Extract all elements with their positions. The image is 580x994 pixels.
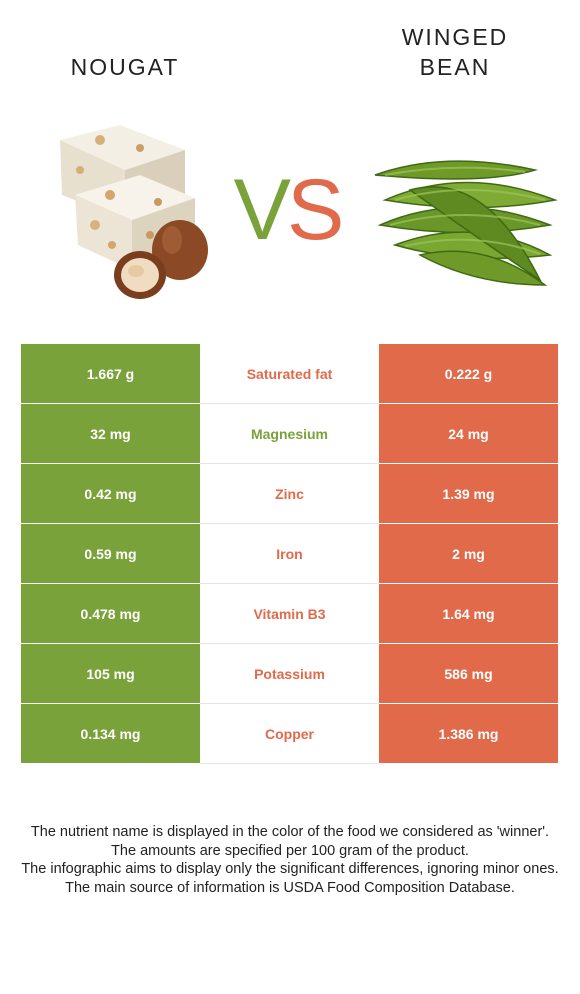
comparison-table: 1.667 g Saturated fat 0.222 g 32 mg Magnesiu…: [21, 344, 558, 764]
vs-s: S: [287, 162, 344, 258]
right-food-title-line1: WINGED: [401, 24, 509, 50]
nutrient-name: Copper: [200, 704, 379, 764]
right-value: 24 mg: [379, 404, 558, 464]
right-value: 2 mg: [379, 524, 558, 584]
table-row: 0.134 mg Copper 1.386 mg: [21, 704, 558, 764]
nougat-image: [60, 125, 208, 299]
left-value: 0.478 mg: [21, 584, 200, 644]
footer-line-3: The infographic aims to display only the…: [21, 861, 559, 877]
right-value: 1.39 mg: [379, 464, 558, 524]
left-value: 105 mg: [21, 644, 200, 704]
right-value: 1.386 mg: [379, 704, 558, 764]
left-value: 0.59 mg: [21, 524, 200, 584]
nutrient-name: Saturated fat: [200, 344, 379, 404]
nutrient-name: Vitamin B3: [200, 584, 379, 644]
right-value: 1.64 mg: [379, 584, 558, 644]
left-value: 0.42 mg: [21, 464, 200, 524]
left-value: 1.667 g: [21, 344, 200, 404]
table-row: 0.478 mg Vitamin B3 1.64 mg: [21, 584, 558, 644]
nutrient-name: Magnesium: [200, 404, 379, 464]
footer-line-1: The nutrient name is displayed in the co…: [30, 824, 550, 840]
vs-v: V: [233, 162, 291, 258]
nutrient-name: Potassium: [200, 644, 379, 704]
left-value: 0.134 mg: [21, 704, 200, 764]
footer-line-2: The amounts are specified per 100 gram o…: [111, 842, 469, 859]
right-food-title-line2: BEAN: [419, 54, 491, 80]
winged-bean-image: [374, 160, 558, 286]
nutrient-name: Zinc: [200, 464, 379, 524]
table-row: 32 mg Magnesium 24 mg: [21, 404, 558, 464]
left-food-title: NOUGAT: [70, 54, 180, 80]
table-row: 0.59 mg Iron 2 mg: [21, 524, 558, 584]
footer-notes: The nutrient name is displayed in the co…: [20, 823, 560, 897]
right-value: 586 mg: [379, 644, 558, 704]
left-value: 32 mg: [21, 404, 200, 464]
footer-line-4: The main source of information is USDA F…: [65, 879, 515, 896]
nutrient-name: Iron: [200, 524, 379, 584]
table-row: 105 mg Potassium 586 mg: [21, 644, 558, 704]
vs-label: VS: [222, 160, 352, 260]
table-row: 0.42 mg Zinc 1.39 mg: [21, 464, 558, 524]
table-row: 1.667 g Saturated fat 0.222 g: [21, 344, 558, 404]
right-value: 0.222 g: [379, 344, 558, 404]
right-food-title: WINGED BEAN: [350, 22, 560, 82]
